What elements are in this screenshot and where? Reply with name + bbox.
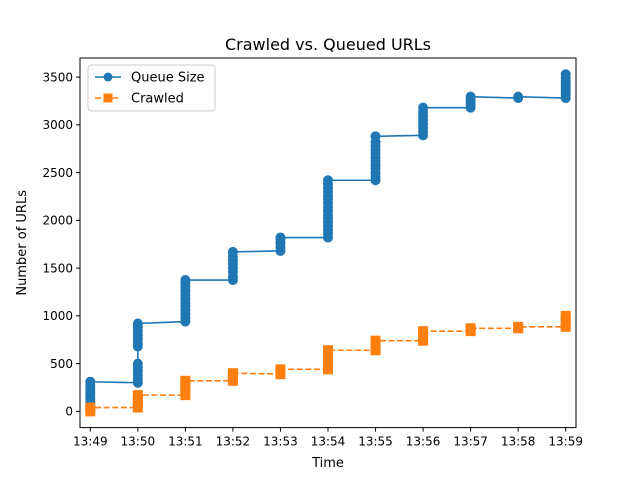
legend-marker (103, 93, 113, 103)
data-point (513, 91, 524, 102)
legend-label: Queue Size (131, 71, 205, 86)
data-point (465, 323, 476, 334)
y-tick-label: 3500 (42, 70, 73, 84)
y-tick-label: 3000 (42, 118, 73, 132)
x-tick-label: 13:57 (453, 435, 488, 449)
y-tick-label: 1500 (42, 261, 73, 275)
x-axis: 13:49 13:50 13:51 13:52 13:53 13:54 13:55 13:56… (73, 427, 583, 449)
data-point (132, 318, 143, 329)
y-axis-label: Number of URLs (15, 190, 30, 296)
data-point (418, 102, 429, 113)
series-layer (85, 69, 571, 417)
data-point (370, 335, 381, 346)
data-point (560, 69, 571, 80)
x-tick-label: 13:51 (168, 435, 203, 449)
y-tick-label: 2500 (42, 166, 73, 180)
data-point (560, 310, 571, 321)
data-point (132, 390, 143, 401)
legend-item: Crawled (95, 92, 184, 107)
data-point (323, 345, 333, 356)
data-point (513, 321, 524, 332)
y-tick-label: 2000 (42, 214, 73, 228)
x-axis-label: Time (311, 456, 344, 471)
data-point (465, 91, 476, 102)
legend: Queue Size Crawled (87, 64, 216, 112)
data-point (275, 364, 286, 375)
data-point (227, 246, 238, 257)
y-axis: 0 500 1000 1500 2000 2500 3000 3500 (42, 70, 80, 419)
data-point (180, 275, 191, 286)
x-tick-label: 13:52 (216, 435, 251, 449)
data-point (180, 375, 191, 386)
data-point (132, 358, 143, 369)
y-tick-label: 0 (65, 405, 73, 419)
legend-item: Queue Size (95, 71, 205, 86)
legend-label: Crawled (131, 92, 184, 107)
y-tick-label: 500 (50, 357, 73, 371)
data-point (418, 326, 429, 337)
x-tick-label: 13:58 (501, 435, 536, 449)
chart-title: Crawled vs. Queued URLs (225, 35, 431, 54)
series-crawled (85, 310, 571, 417)
data-point (323, 175, 333, 186)
legend-marker (103, 72, 113, 82)
x-tick-label: 13:49 (73, 435, 108, 449)
series-queue-size (85, 69, 571, 417)
x-tick-label: 13:50 (121, 435, 156, 449)
x-tick-label: 13:53 (263, 435, 298, 449)
y-tick-label: 1000 (42, 309, 73, 323)
x-tick-label: 13:59 (548, 435, 583, 449)
x-tick-label: 13:54 (311, 435, 346, 449)
x-tick-label: 13:56 (406, 435, 441, 449)
data-point (370, 131, 381, 142)
data-point (85, 376, 96, 387)
data-point (85, 402, 96, 413)
data-point (275, 232, 286, 243)
x-tick-label: 13:55 (358, 435, 393, 449)
data-point (227, 368, 238, 379)
